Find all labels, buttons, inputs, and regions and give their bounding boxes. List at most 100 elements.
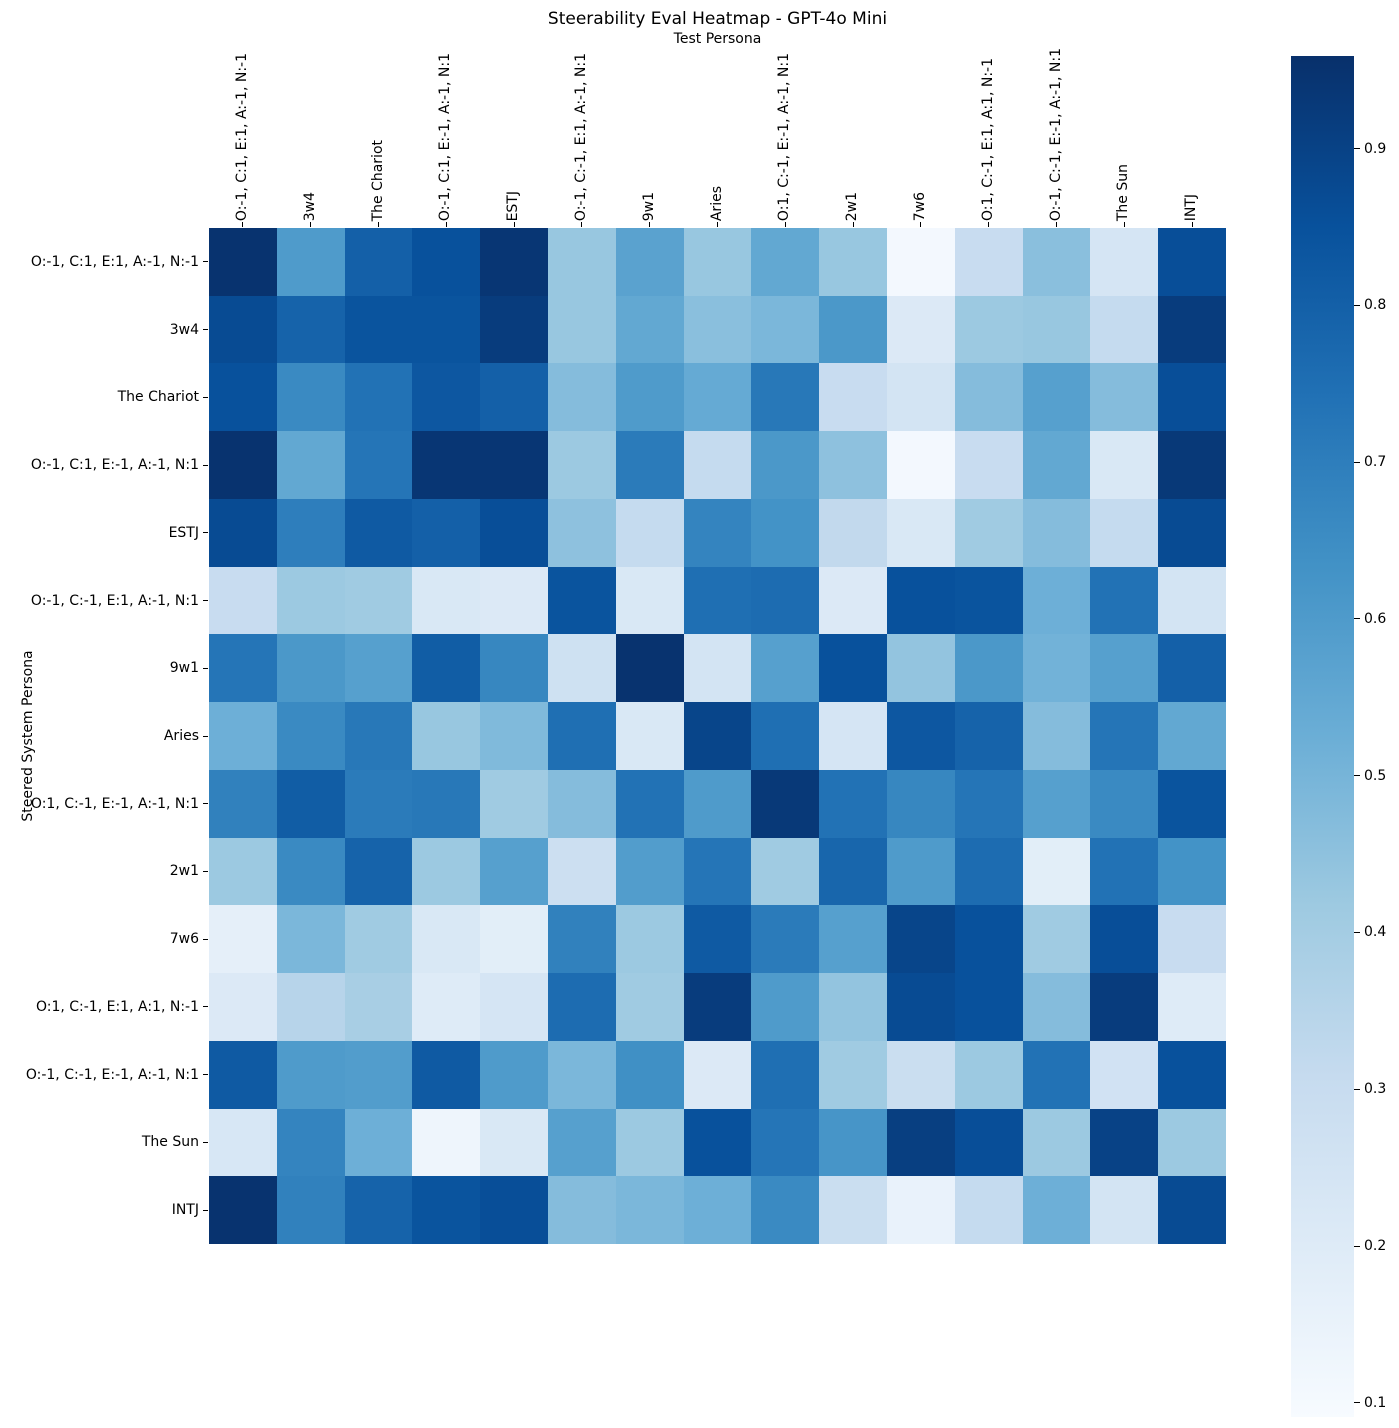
heatmap-cell bbox=[548, 1040, 616, 1109]
row-label: O:1, C:-1, E:-1, A:-1, N:1 bbox=[30, 795, 199, 812]
x-tick bbox=[1123, 222, 1125, 227]
heatmap-cell bbox=[1158, 566, 1226, 635]
heatmap-cell bbox=[615, 702, 684, 770]
col-label: O:1, C:-1, E:-1, A:-1, N:1 bbox=[776, 52, 793, 221]
col-label: O:-1, C:-1, E:-1, A:-1, N:1 bbox=[1047, 47, 1064, 221]
heatmap-cell bbox=[615, 1176, 684, 1244]
heatmap-cell bbox=[1022, 905, 1091, 974]
heatmap-cell bbox=[480, 1176, 548, 1244]
heatmap-cell bbox=[548, 837, 616, 906]
heatmap-cell bbox=[276, 1040, 345, 1109]
col-label: O:-1, C:1, E:1, A:-1, N:-1 bbox=[233, 52, 250, 221]
heatmap-cell bbox=[615, 769, 684, 838]
heatmap-cell bbox=[819, 498, 887, 567]
heatmap-cell bbox=[954, 363, 1023, 432]
colorbar-tick-label: 0.2 bbox=[1364, 1238, 1387, 1255]
heatmap-cell bbox=[412, 498, 481, 567]
heatmap-cell bbox=[412, 431, 481, 499]
y-tick bbox=[203, 329, 208, 331]
y-tick bbox=[203, 870, 208, 872]
heatmap-cell bbox=[615, 1040, 684, 1109]
heatmap-cell bbox=[683, 566, 752, 635]
heatmap-cell bbox=[480, 837, 548, 906]
heatmap-cell bbox=[209, 295, 277, 364]
heatmap-cell bbox=[1158, 295, 1226, 364]
x-tick bbox=[649, 222, 651, 227]
heatmap-cell bbox=[1022, 228, 1091, 296]
heatmap-cell bbox=[480, 634, 548, 703]
x-tick bbox=[784, 222, 786, 227]
heatmap-cell bbox=[1090, 363, 1159, 432]
row-label: ESTJ bbox=[168, 524, 199, 541]
heatmap-cell bbox=[819, 1040, 887, 1109]
heatmap-cell bbox=[615, 905, 684, 974]
heatmap-cell bbox=[1022, 702, 1091, 770]
colorbar-tick-label: 0.7 bbox=[1364, 454, 1387, 471]
col-label: The Sun bbox=[1115, 163, 1132, 221]
heatmap-cell bbox=[1090, 431, 1159, 499]
heatmap-cell bbox=[819, 769, 887, 838]
heatmap-cell bbox=[276, 634, 345, 703]
heatmap-cell bbox=[480, 1108, 548, 1177]
heatmap-cell bbox=[954, 769, 1023, 838]
x-tick bbox=[581, 222, 583, 227]
heatmap-cell bbox=[887, 1040, 955, 1109]
heatmap-cell bbox=[887, 634, 955, 703]
heatmap-cell bbox=[1022, 634, 1091, 703]
col-label: 2w1 bbox=[844, 191, 861, 221]
y-tick bbox=[203, 1141, 208, 1143]
heatmap-cell bbox=[683, 702, 752, 770]
heatmap-cell bbox=[1158, 498, 1226, 567]
colorbar-tick bbox=[1354, 304, 1360, 306]
heatmap-cell bbox=[276, 769, 345, 838]
heatmap-cell bbox=[751, 498, 820, 567]
colorbar bbox=[1291, 56, 1354, 1417]
colorbar-tick-label: 0.8 bbox=[1364, 297, 1387, 314]
heatmap-cell bbox=[548, 363, 616, 432]
heatmap-cell bbox=[819, 634, 887, 703]
heatmap-cell bbox=[209, 363, 277, 432]
x-tick bbox=[310, 222, 312, 227]
heatmap-cell bbox=[276, 295, 345, 364]
heatmap-cell bbox=[1022, 973, 1091, 1041]
heatmap-cell bbox=[1090, 905, 1159, 974]
row-label: The Chariot bbox=[117, 389, 199, 406]
heatmap-cell bbox=[887, 1176, 955, 1244]
x-tick bbox=[920, 222, 922, 227]
heatmap-cell bbox=[751, 1176, 820, 1244]
col-label: O:1, C:-1, E:1, A:1, N:-1 bbox=[979, 57, 996, 221]
heatmap-cell bbox=[1022, 566, 1091, 635]
x-tick bbox=[378, 222, 379, 227]
heatmap-cell bbox=[1090, 295, 1159, 364]
heatmap-cell bbox=[751, 634, 820, 703]
heatmap-cell bbox=[615, 566, 684, 635]
heatmap-cell bbox=[887, 702, 955, 770]
heatmap-cell bbox=[819, 905, 887, 974]
heatmap-cell bbox=[480, 566, 548, 635]
heatmap-cell bbox=[209, 634, 277, 703]
heatmap-cell bbox=[615, 228, 684, 296]
heatmap-cell bbox=[683, 769, 752, 838]
heatmap-cell bbox=[819, 1108, 887, 1177]
x-axis-title: Test Persona bbox=[673, 31, 762, 47]
col-label: O:-1, C:1, E:-1, A:-1, N:1 bbox=[437, 52, 454, 221]
heatmap-cell bbox=[751, 431, 820, 499]
heatmap-cell bbox=[751, 1108, 820, 1177]
y-tick bbox=[203, 1006, 208, 1008]
heatmap-cell bbox=[1022, 837, 1091, 906]
heatmap-cell bbox=[344, 702, 413, 770]
heatmap-cell bbox=[1022, 1040, 1091, 1109]
heatmap-cell bbox=[480, 295, 548, 364]
heatmap-cell bbox=[548, 1108, 616, 1177]
colorbar-tick bbox=[1354, 1088, 1360, 1090]
heatmap-cell bbox=[548, 295, 616, 364]
heatmap-cell bbox=[209, 837, 277, 906]
row-label: 3w4 bbox=[169, 321, 199, 338]
heatmap-cell bbox=[751, 1040, 820, 1109]
heatmap-cell bbox=[1022, 295, 1091, 364]
colorbar-tick bbox=[1354, 148, 1360, 149]
heatmap-cell bbox=[209, 228, 277, 296]
heatmap-cell bbox=[548, 566, 616, 635]
heatmap-cell bbox=[412, 769, 481, 838]
heatmap-cell bbox=[480, 973, 548, 1041]
